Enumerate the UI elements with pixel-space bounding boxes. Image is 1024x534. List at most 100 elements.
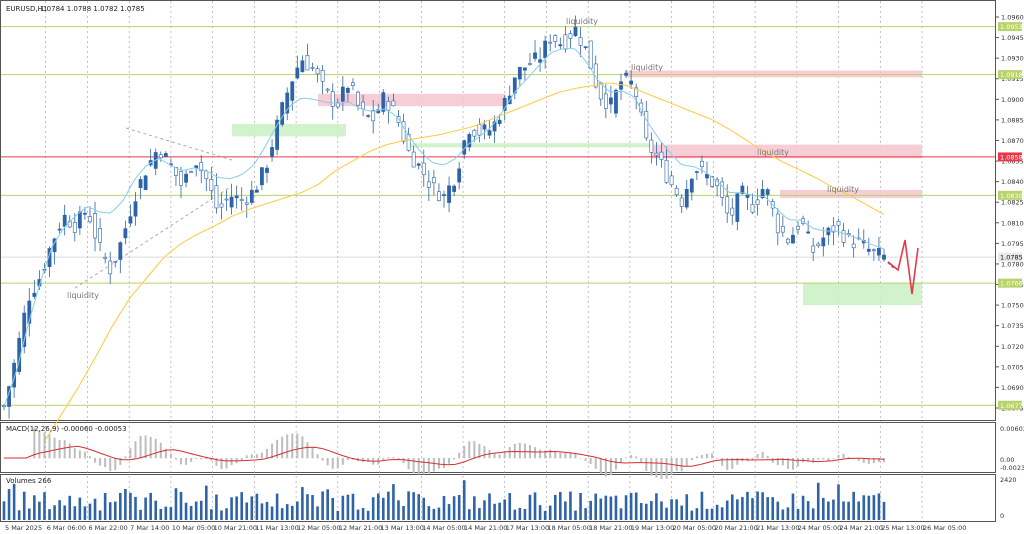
candle-body — [305, 55, 310, 71]
macd-bar — [311, 447, 314, 459]
volume-bar — [382, 497, 385, 520]
candle-body — [123, 228, 128, 239]
macd-bar — [458, 452, 461, 459]
candle-body — [77, 211, 82, 229]
svg-text:-0.00237: -0.00237 — [1000, 464, 1024, 472]
volume-bar — [250, 496, 254, 520]
time-tick-label: 24 Mar 05:00 — [798, 524, 841, 532]
time-tick-label: 20 Mar 21:00 — [714, 524, 757, 532]
macd-bar — [463, 445, 466, 459]
volume-bar — [791, 493, 795, 520]
volume-bar — [63, 505, 66, 520]
volume-bar — [220, 510, 223, 520]
candle-body — [780, 226, 785, 233]
volume-bar — [801, 495, 805, 520]
candle-body — [426, 181, 431, 188]
price-pane[interactable] — [0, 0, 996, 421]
candle-body — [103, 256, 108, 259]
candle-body — [133, 201, 138, 217]
candle-body — [593, 63, 598, 88]
candle-body — [457, 168, 462, 183]
volume-bar — [442, 496, 446, 520]
volume-bar — [624, 495, 628, 520]
time-tick-label: 19 Mar 13:00 — [631, 524, 674, 532]
candle-body — [745, 194, 750, 198]
volume-bar — [538, 505, 542, 520]
volume-bar — [361, 507, 365, 520]
macd-bar — [468, 441, 471, 459]
price-tag — [998, 400, 1022, 410]
volume-bar — [119, 492, 122, 520]
candle-body — [158, 154, 163, 159]
candle-body — [189, 171, 194, 173]
macd-bar — [645, 458, 648, 472]
candle-body — [57, 228, 62, 231]
candle-body — [138, 179, 143, 188]
candle-body — [371, 110, 376, 122]
candle-body — [83, 212, 87, 215]
candle-body — [760, 189, 765, 198]
candle-body — [437, 191, 441, 201]
macd-bar — [255, 454, 258, 459]
macd-bar — [149, 436, 152, 459]
macd-bar — [387, 457, 390, 459]
volume-bar — [316, 506, 319, 520]
price-tag — [998, 152, 1022, 162]
candle-body — [573, 26, 578, 37]
macd-bar — [635, 456, 638, 459]
price-tick-label: 1.0840 — [1001, 178, 1024, 186]
volume-bar — [483, 500, 486, 520]
volume-bar — [751, 498, 754, 520]
svg-text:0: 0 — [1000, 512, 1004, 520]
candle-body — [786, 238, 790, 244]
price-tick-label: 1.0915 — [1001, 75, 1024, 83]
candle-body — [689, 178, 694, 193]
macd-bar — [766, 455, 769, 459]
macd-bar — [675, 458, 678, 471]
macd-bar — [205, 458, 208, 460]
candle-body — [482, 124, 487, 130]
candle-body — [113, 261, 118, 263]
trendline-lower — [74, 185, 233, 289]
volume-bar — [73, 506, 77, 520]
demand-zone — [803, 283, 922, 306]
macd-bar — [220, 458, 223, 470]
candle-body — [548, 41, 553, 44]
macd-bar — [650, 458, 653, 476]
macd-bar — [134, 441, 137, 459]
macd-bar — [771, 458, 774, 463]
candle-body — [209, 178, 214, 191]
macd-bar — [569, 452, 572, 459]
volume-bar — [134, 496, 137, 520]
macd-bar — [346, 458, 349, 461]
macd-bar — [508, 447, 511, 459]
candle-body — [280, 102, 285, 125]
volume-bar — [619, 508, 623, 520]
volume-bar — [437, 507, 441, 520]
macd-bar — [705, 453, 708, 459]
volume-bar — [139, 509, 142, 520]
candle-body — [300, 60, 305, 73]
candle-body — [447, 185, 451, 203]
volume-bar — [113, 501, 117, 520]
candle-body — [836, 220, 841, 226]
supply-zone — [625, 70, 922, 78]
volume-bar — [822, 497, 825, 520]
macd-bar — [417, 458, 420, 475]
candle-body — [492, 121, 497, 132]
time-tick-label: 7 Mar 14:00 — [130, 524, 169, 532]
volume-bar — [296, 501, 299, 520]
macd-pane[interactable] — [0, 422, 996, 473]
candle-body — [659, 151, 664, 160]
volume-bar — [842, 501, 845, 520]
volume-bar — [467, 509, 471, 520]
volume-bar — [392, 484, 395, 520]
price-tag — [998, 22, 1022, 32]
volume-bar — [543, 510, 547, 520]
macd-bar — [427, 458, 430, 474]
candle-body — [497, 119, 502, 124]
symbol-label: EURUSD,H1 — [6, 5, 47, 13]
liquidity-labels: liquidity liquidity liquidity liquidity … — [67, 17, 859, 300]
volume-bar — [594, 493, 598, 520]
